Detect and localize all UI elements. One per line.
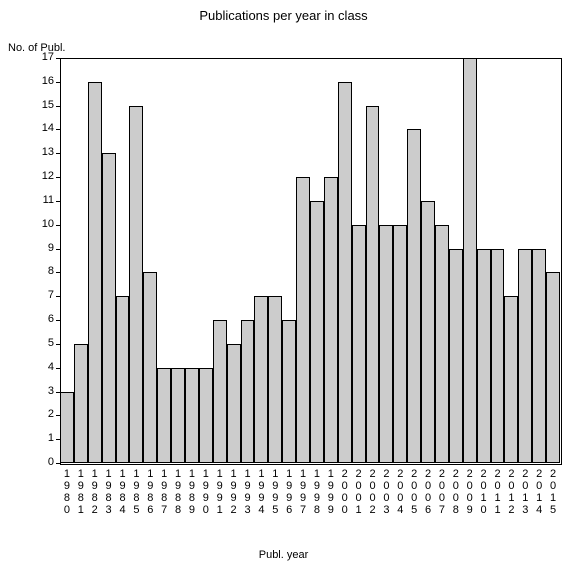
x-tick-label: 2000 [338, 468, 351, 516]
y-tick-label: 5 [30, 337, 54, 349]
bar [352, 225, 366, 463]
y-tick-label: 8 [30, 265, 54, 277]
x-tick-label: 1991 [213, 468, 226, 516]
x-tick-label: 1995 [269, 468, 282, 516]
bar [199, 368, 213, 463]
y-tick-mark [56, 463, 60, 464]
bar [102, 153, 116, 463]
bar [268, 296, 282, 463]
y-tick-label: 4 [30, 361, 54, 373]
bar [213, 320, 227, 463]
x-tick-label: 1989 [185, 468, 198, 516]
x-tick-label: 1988 [172, 468, 185, 516]
bar [282, 320, 296, 463]
x-tick-label: 1994 [255, 468, 268, 516]
bar [116, 296, 130, 463]
bar [407, 129, 421, 463]
x-tick-label: 2012 [505, 468, 518, 516]
x-tick-label: 1986 [144, 468, 157, 516]
x-tick-label: 1998 [310, 468, 323, 516]
bar [296, 177, 310, 463]
x-tick-label: 2008 [449, 468, 462, 516]
bar [477, 249, 491, 463]
bar [88, 82, 102, 463]
bar [310, 201, 324, 463]
x-tick-label: 2009 [463, 468, 476, 516]
bar [491, 249, 505, 463]
y-tick-label: 10 [30, 218, 54, 230]
y-tick-label: 9 [30, 242, 54, 254]
x-tick-label: 1987 [158, 468, 171, 516]
x-tick-label: 2006 [422, 468, 435, 516]
bar [241, 320, 255, 463]
x-tick-label: 2005 [408, 468, 421, 516]
bar [366, 106, 380, 463]
x-tick-label: 2013 [519, 468, 532, 516]
bar [185, 368, 199, 463]
y-tick-label: 1 [30, 432, 54, 444]
x-tick-label: 1982 [88, 468, 101, 516]
bar [532, 249, 546, 463]
bar [435, 225, 449, 463]
y-tick-label: 7 [30, 289, 54, 301]
bar [546, 272, 560, 463]
bar [227, 344, 241, 463]
y-tick-label: 2 [30, 408, 54, 420]
chart-container: Publications per year in class No. of Pu… [0, 0, 567, 567]
bar [157, 368, 171, 463]
bar [143, 272, 157, 463]
x-tick-label: 2015 [547, 468, 560, 516]
y-tick-label: 13 [30, 146, 54, 158]
y-tick-label: 17 [30, 51, 54, 63]
x-tick-label: 2011 [491, 468, 504, 516]
bar [338, 82, 352, 463]
y-tick-label: 3 [30, 385, 54, 397]
x-tick-label: 1985 [130, 468, 143, 516]
x-tick-label: 1996 [283, 468, 296, 516]
x-tick-label: 1980 [60, 468, 73, 516]
x-tick-label: 2003 [380, 468, 393, 516]
x-tick-label: 2004 [394, 468, 407, 516]
x-tick-label: 1983 [102, 468, 115, 516]
bar [518, 249, 532, 463]
bar [449, 249, 463, 463]
bar [379, 225, 393, 463]
y-tick-label: 15 [30, 99, 54, 111]
y-tick-label: 0 [30, 456, 54, 468]
x-tick-label: 2002 [366, 468, 379, 516]
x-tick-label: 1997 [297, 468, 310, 516]
x-tick-label: 2001 [352, 468, 365, 516]
y-tick-label: 6 [30, 313, 54, 325]
bar [504, 296, 518, 463]
x-tick-label: 1981 [74, 468, 87, 516]
x-tick-label: 1993 [241, 468, 254, 516]
y-tick-label: 12 [30, 170, 54, 182]
x-tick-label: 2010 [477, 468, 490, 516]
bar [74, 344, 88, 463]
x-tick-label: 2014 [533, 468, 546, 516]
bar [60, 392, 74, 463]
bar [463, 58, 477, 463]
bar [421, 201, 435, 463]
y-tick-label: 11 [30, 194, 54, 206]
bar [171, 368, 185, 463]
x-tick-label: 1984 [116, 468, 129, 516]
x-axis-title: Publ. year [0, 549, 567, 561]
bar [254, 296, 268, 463]
bar [324, 177, 338, 463]
bars-area [60, 58, 560, 463]
y-tick-label: 14 [30, 122, 54, 134]
x-tick-label: 1999 [324, 468, 337, 516]
bar [129, 106, 143, 463]
x-tick-label: 1992 [227, 468, 240, 516]
chart-title: Publications per year in class [0, 8, 567, 23]
bar [393, 225, 407, 463]
x-tick-label: 2007 [435, 468, 448, 516]
x-tick-label: 1990 [199, 468, 212, 516]
y-tick-label: 16 [30, 75, 54, 87]
